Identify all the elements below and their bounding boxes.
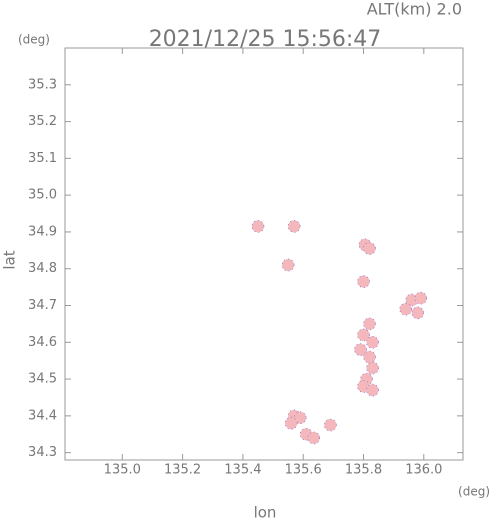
echo-point <box>414 291 428 305</box>
y-tick-label: 34.4 <box>28 408 57 423</box>
echo-point <box>366 361 379 375</box>
y-tick-label: 35.2 <box>28 114 57 129</box>
y-tick-label: 35.3 <box>28 77 57 92</box>
echo-point <box>307 431 321 445</box>
x-tick-label: 135.0 <box>104 463 141 478</box>
y-unit: (deg) <box>18 33 50 47</box>
plot-frame <box>64 47 464 461</box>
echo-point <box>251 220 265 233</box>
y-tick-label: 35.0 <box>28 188 57 203</box>
echo-point <box>366 383 379 397</box>
echo-point <box>411 306 425 320</box>
y-tick-label: 34.9 <box>28 224 57 239</box>
echo-point <box>357 275 370 288</box>
x-tick-label: 135.2 <box>164 463 201 478</box>
x-tick-label: 135.6 <box>285 463 322 478</box>
echo-point <box>284 416 298 430</box>
echo-point <box>354 343 367 356</box>
echo-point <box>324 418 337 432</box>
echo-point <box>363 242 376 255</box>
echo-point <box>357 328 370 342</box>
y-tick-label: 34.7 <box>28 298 57 313</box>
y-axis-label: lat <box>1 250 19 269</box>
echo-point <box>293 411 307 424</box>
x-tick-label: 135.8 <box>345 463 382 478</box>
echo-point <box>281 258 295 272</box>
echo-point <box>366 335 379 349</box>
echo-point <box>363 317 376 331</box>
x-tick-label: 135.4 <box>224 463 261 478</box>
x-unit: (deg) <box>458 485 490 499</box>
echo-point <box>399 302 413 316</box>
y-tick-label: 34.3 <box>28 445 57 460</box>
y-tick-label: 34.5 <box>28 372 57 387</box>
altitude-label: ALT(km) 2.0 <box>367 0 462 19</box>
y-tick-label: 34.8 <box>28 261 57 276</box>
x-tick-label: 136.0 <box>405 463 442 478</box>
x-axis-label: lon <box>254 504 277 521</box>
y-tick-label: 35.1 <box>28 151 57 166</box>
echo-point <box>287 220 301 233</box>
y-tick-label: 34.6 <box>28 335 57 350</box>
echo-point <box>363 350 376 364</box>
